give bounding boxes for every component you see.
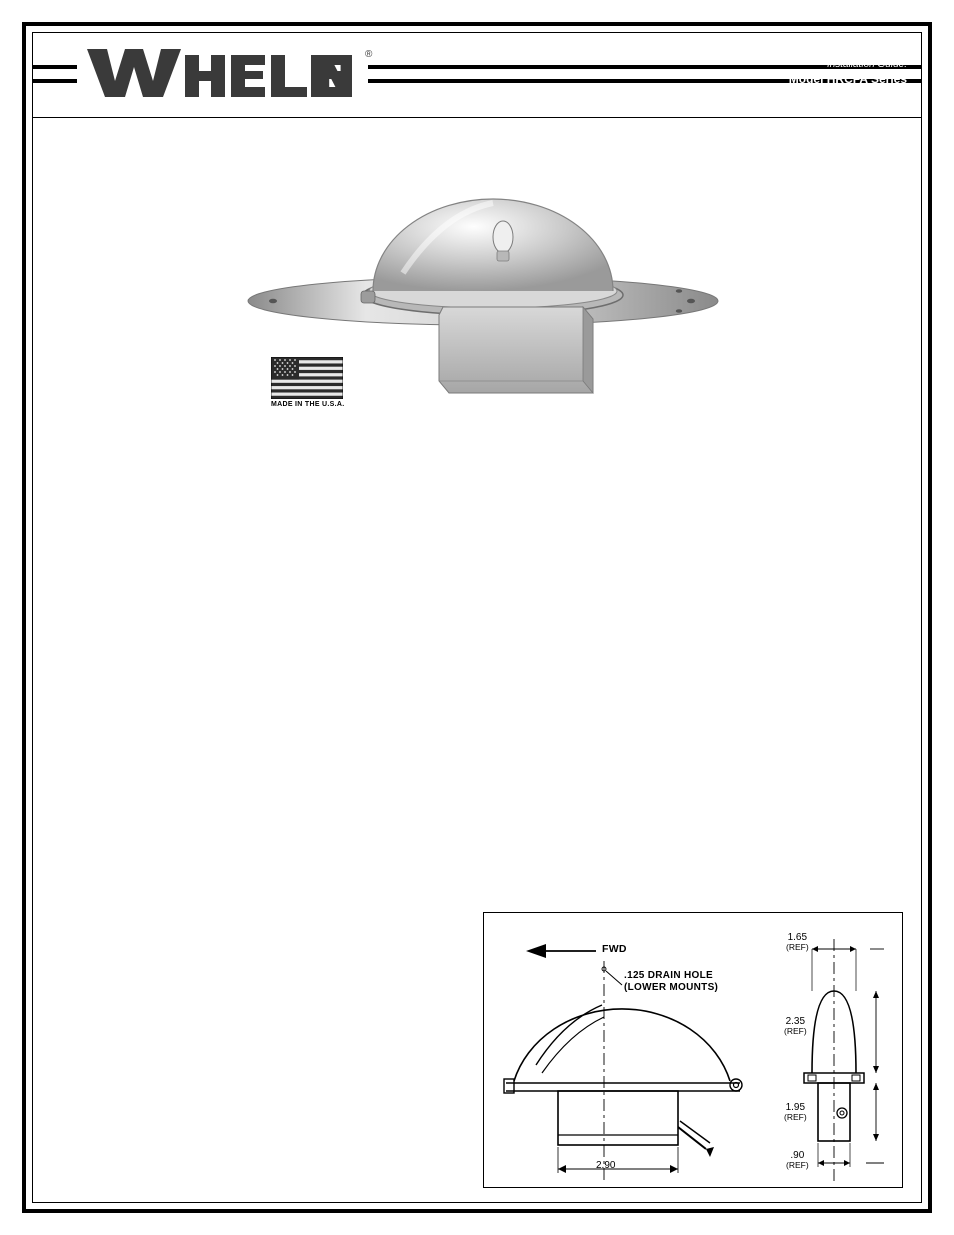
spec-row-voltage: Operating Voltage 14 VDC 28 VDC	[51, 729, 903, 743]
usa-flag-icon	[271, 357, 343, 399]
dim-1-65-ref: (REF)	[786, 942, 809, 952]
spec-current-2: 1.5 Amps	[287, 743, 373, 757]
dim-1-95-ref: (REF)	[784, 1112, 807, 1122]
header-model-2: Anti-Collision Strobe Light	[715, 86, 907, 97]
dim-2-35: 2.35 (REF)	[784, 1017, 807, 1036]
footer-form-number: Form No. 13721C (052304)	[47, 1182, 467, 1192]
spec-model-label: Model	[51, 715, 201, 729]
title-line-2: Self-Contained High Intensity Anti-Colli…	[47, 146, 907, 160]
division-name: AVIATION DIVISION	[715, 39, 907, 59]
footer: 51 Winthrop Road, Chester, Connecticut 0…	[47, 1136, 467, 1192]
dim-0-90-ref: (REF)	[786, 1160, 809, 1170]
dim-1-65: 1.65 (REF)	[786, 933, 809, 952]
footer-contact: Phone: (860) 526-9504 Fax: (860) 526-407…	[47, 1146, 467, 1166]
spec-current-1: 3.0 Amps	[201, 743, 287, 757]
title-line-1: Model HRCFA Series	[47, 125, 907, 145]
header-model-1: Model HRCFA Series	[715, 72, 907, 86]
header-rule-left	[33, 65, 77, 83]
footer-address: 51 Winthrop Road, Chester, Connecticut 0…	[47, 1136, 467, 1146]
spec-model-2: HRCFA-28	[287, 715, 373, 729]
dim-0-90: .90 (REF)	[786, 1151, 809, 1170]
header: ® AVIATION DIVISION Installation Guide: …	[33, 33, 921, 181]
install-text: For bottom mounted applications, the pow…	[51, 642, 471, 683]
dimension-figure: FWD .125 DRAIN HOLE (LOWER MOUNTS) 2.90 …	[483, 912, 903, 1188]
specs-heading: Specifications	[51, 695, 903, 709]
header-right-block: AVIATION DIVISION Installation Guide: Mo…	[715, 39, 907, 97]
spec-voltage-2: 28 VDC	[287, 729, 373, 743]
warning-text: Do not drill or puncture the power suppl…	[51, 532, 903, 613]
spec-row-models: Model HRCFA-14 HRCFA-28	[51, 715, 903, 729]
drain-label-2: (LOWER MOUNTS)	[624, 982, 718, 993]
spec-row-current: Operating Current 3.0 Amps 1.5 Amps	[51, 743, 903, 757]
dim-2-90: 2.90	[596, 1161, 615, 1171]
spec-model-1: HRCFA-14	[201, 715, 287, 729]
warning-heading: WARNING!	[51, 515, 903, 529]
intro-text: This Whelen Anti-Collision Light is a to…	[51, 476, 903, 503]
spec-current-label: Operating Current	[51, 743, 201, 757]
dim-2-35-ref: (REF)	[784, 1026, 807, 1036]
intro-heading: Introduction	[51, 459, 903, 473]
hero-zone: MADE IN THE U.S.A.	[33, 181, 921, 451]
header-divider	[33, 117, 921, 118]
install-heading: Installation Warnings	[51, 625, 903, 639]
brand-logo: ®	[85, 41, 375, 110]
outer-frame: ® AVIATION DIVISION Installation Guide: …	[22, 22, 932, 1213]
fwd-label: FWD	[602, 943, 627, 955]
install-guide-label: Installation Guide:	[715, 59, 907, 70]
footer-copyright: ©2000 Whelen Engineering Company Inc.	[47, 1170, 467, 1180]
specs-table: Model HRCFA-14 HRCFA-28 Operating Voltag…	[51, 715, 903, 757]
title-band: Model HRCFA Series Self-Contained High I…	[33, 121, 921, 181]
inner-frame: ® AVIATION DIVISION Installation Guide: …	[32, 32, 922, 1203]
page-number: Page 1	[872, 1193, 901, 1203]
spec-voltage-label: Operating Voltage	[51, 729, 201, 743]
dim-1-95: 1.95 (REF)	[784, 1103, 807, 1122]
made-in-usa-caption: MADE IN THE U.S.A.	[271, 401, 344, 408]
drain-label-1: .125 DRAIN HOLE	[624, 970, 713, 981]
body: Introduction This Whelen Anti-Collision …	[33, 459, 921, 757]
svg-text:®: ®	[365, 49, 373, 60]
made-in-usa-block: MADE IN THE U.S.A.	[271, 357, 344, 408]
figure-svg	[484, 913, 904, 1189]
spec-voltage-1: 14 VDC	[201, 729, 287, 743]
